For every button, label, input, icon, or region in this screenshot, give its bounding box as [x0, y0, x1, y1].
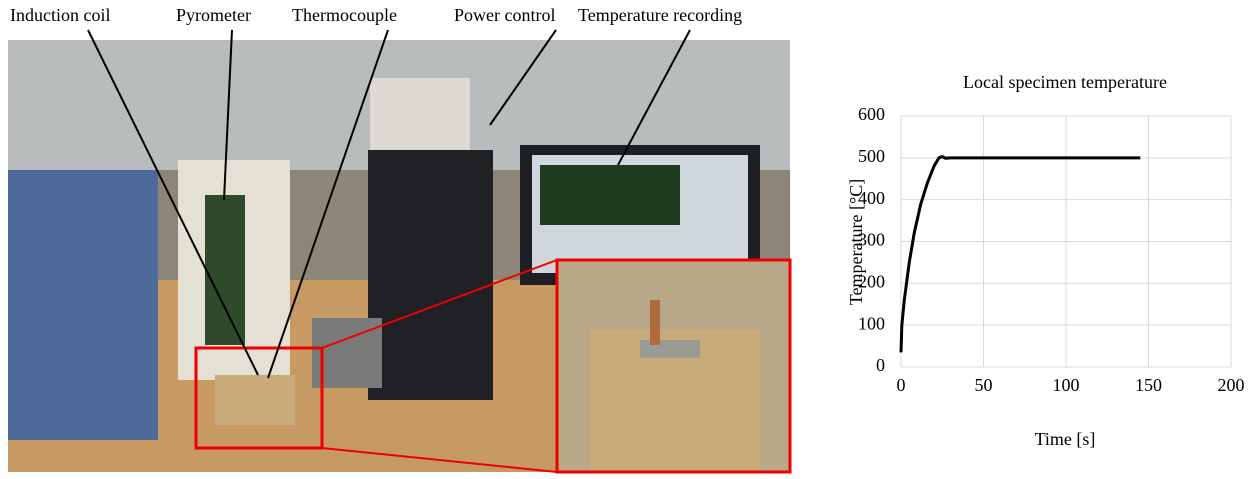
x-tick-label: 150 — [1135, 375, 1162, 395]
zoom-box — [194, 346, 324, 450]
photo-label: Induction coil — [10, 5, 110, 25]
photo-label: Pyrometer — [176, 5, 251, 25]
x-tick-label: 50 — [975, 375, 993, 395]
photo-label: Thermocouple — [292, 5, 397, 25]
photo-label: Temperature recording — [578, 5, 742, 25]
leader-line — [489, 29, 557, 126]
y-tick-label: 200 — [858, 271, 885, 291]
inset-coil — [650, 300, 660, 345]
y-tick-label: 300 — [858, 230, 885, 250]
pc-tower — [368, 150, 493, 400]
data-line — [899, 155, 1141, 353]
zoom-connector — [321, 259, 558, 349]
y-tick-label: 500 — [858, 146, 885, 166]
leader-line — [617, 29, 691, 166]
zoom-connector — [321, 447, 558, 473]
screen-plot — [540, 165, 680, 225]
inset-frame — [555, 258, 792, 474]
x-axis-label: Time [s] — [1035, 429, 1096, 449]
inset-specimen — [640, 340, 700, 358]
y-tick-label: 600 — [858, 104, 885, 124]
x-tick-label: 100 — [1053, 375, 1080, 395]
leader-lines — [87, 29, 691, 379]
y-tick-label: 0 — [876, 355, 885, 375]
x-tick-label: 200 — [1218, 375, 1245, 395]
specimen-block — [215, 375, 295, 425]
x-tick-label: 0 — [897, 375, 906, 395]
leader-line — [87, 29, 259, 376]
pyrometer — [205, 195, 245, 345]
y-tick-label: 400 — [858, 188, 885, 208]
photo-label: Power control — [454, 5, 555, 25]
power-supply — [370, 78, 470, 153]
chart: Local specimen temperature Time [s] Temp… — [846, 72, 1244, 449]
y-tick-label: 100 — [858, 313, 885, 333]
y-axis-label: Temperature [°C] — [846, 179, 866, 305]
leader-line — [267, 29, 389, 379]
chart-title: Local specimen temperature — [963, 72, 1167, 92]
photo: Induction coil Pyrometer Thermocouple Po… — [8, 5, 792, 474]
leader-line — [223, 29, 233, 201]
cabinet — [8, 170, 158, 440]
